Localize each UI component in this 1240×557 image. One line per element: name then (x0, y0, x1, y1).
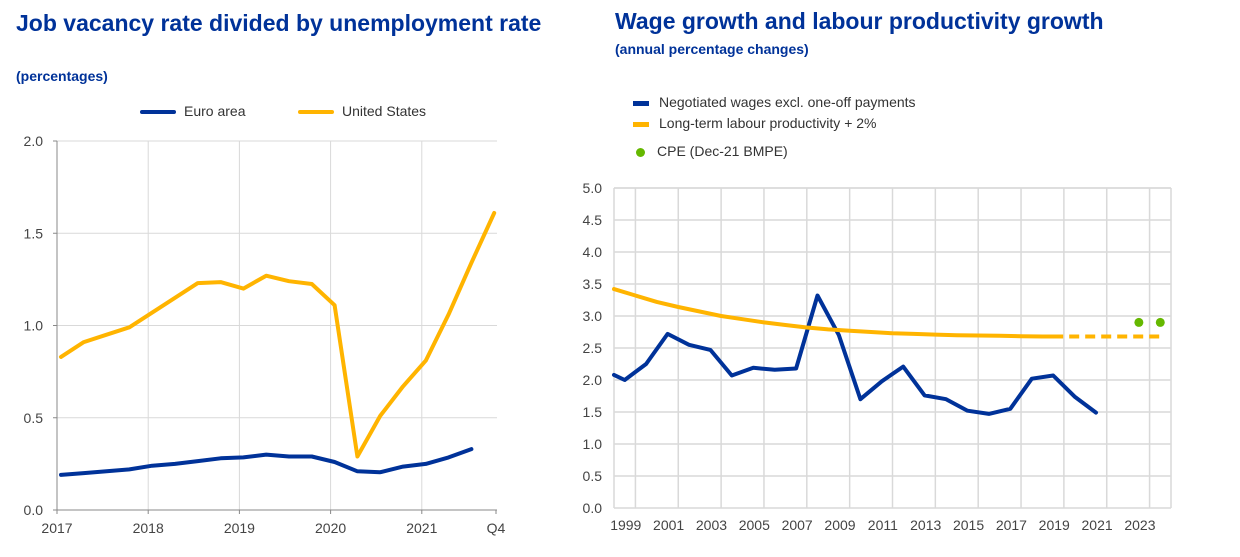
chart-subtitle-job-vacancy: (percentages) (16, 68, 108, 84)
y-tick-label: 2.0 (24, 133, 44, 149)
y-tick-label: 3.5 (583, 276, 603, 292)
cpe-marker (1134, 317, 1144, 327)
x-tick-label: 2005 (739, 517, 770, 533)
x-tick-label: 2017 (41, 520, 72, 536)
legend-swatch-euro-area (140, 110, 176, 115)
x-tick-label: 2009 (824, 517, 855, 533)
y-tick-label: 1.0 (583, 436, 603, 452)
legend-item-euro-area: Euro area (140, 103, 245, 119)
y-tick-label: 0.0 (583, 500, 603, 516)
legend-swatch-united-states (298, 110, 334, 115)
x-tick-label: 2011 (868, 517, 898, 533)
x-tick-label: 2007 (782, 517, 813, 533)
y-tick-label: 2.5 (583, 340, 603, 356)
left-chart: 0.0 0.5 1.0 1.5 2.0 2017 2018 2019 2020 2021 Q4 (24, 133, 506, 536)
legend-item-united-states: United States (298, 103, 426, 119)
series-long-term-labour-productivity-2 (612, 287, 1056, 339)
x-tick-label: 2001 (653, 517, 684, 533)
x-tick-label: 2023 (1124, 517, 1155, 533)
legend-label: United States (342, 103, 427, 119)
y-tick-label: 4.5 (583, 212, 603, 228)
chart-title-job-vacancy: Job vacancy rate divided by unemployment… (16, 10, 542, 36)
x-tick-label: 2003 (696, 517, 727, 533)
x-tick-label: 2017 (996, 517, 1027, 533)
series-line-euro-area (59, 447, 474, 477)
y-tick-label: 1.5 (24, 225, 44, 241)
x-tick-label: 2021 (406, 520, 437, 536)
x-tick-label: Q4 (487, 520, 506, 536)
y-tick-label: 2.0 (583, 372, 603, 388)
y-tick-label: 0.0 (24, 502, 44, 518)
legend-swatch-productivity (633, 121, 649, 127)
legend-label: Euro area (184, 103, 246, 119)
x-tick-label: 2013 (910, 517, 941, 533)
y-tick-label: 1.5 (583, 404, 603, 420)
series-line-united-states (59, 211, 497, 459)
cpe-marker (1155, 317, 1165, 327)
y-tick-label: 3.0 (583, 308, 603, 324)
chart-title-wage-growth: Wage growth and labour productivity grow… (615, 8, 1104, 34)
x-tick-label: 2020 (315, 520, 346, 536)
x-tick-label: 1999 (610, 517, 641, 533)
x-tick-label: 2019 (1039, 517, 1070, 533)
chart-subtitle-wage-growth: (annual percentage changes) (615, 41, 809, 57)
legend-swatch-cpe (636, 147, 645, 157)
legend-swatch-negotiated-wages (633, 100, 649, 106)
legend-item-productivity: Long-term labour productivity + 2% (633, 115, 877, 131)
y-tick-label: 5.0 (583, 180, 603, 196)
legend-item-cpe: CPE (Dec-21 BMPE) (633, 143, 788, 159)
x-tick-label: 2019 (224, 520, 255, 536)
right-chart: 0.0 0.5 1.0 1.5 2.0 2.5 3.0 3.5 4.0 4.5 5.0 1999 200… (583, 180, 1172, 533)
x-tick-label: 2018 (133, 520, 164, 536)
y-tick-label: 4.0 (583, 244, 603, 260)
series-negotiated-wages-excl-one-off-payments (612, 293, 1098, 416)
legend-label: Negotiated wages excl. one-off payments (659, 94, 916, 110)
legend-label: CPE (Dec-21 BMPE) (657, 143, 788, 159)
legend-item-negotiated-wages: Negotiated wages excl. one-off payments (633, 94, 916, 110)
y-tick-label: 0.5 (583, 468, 603, 484)
y-tick-label: 0.5 (24, 410, 44, 426)
y-tick-label: 1.0 (24, 318, 44, 334)
legend-label: Long-term labour productivity + 2% (659, 115, 877, 131)
x-tick-label: 2021 (1082, 517, 1113, 533)
x-tick-label: 2015 (953, 517, 984, 533)
